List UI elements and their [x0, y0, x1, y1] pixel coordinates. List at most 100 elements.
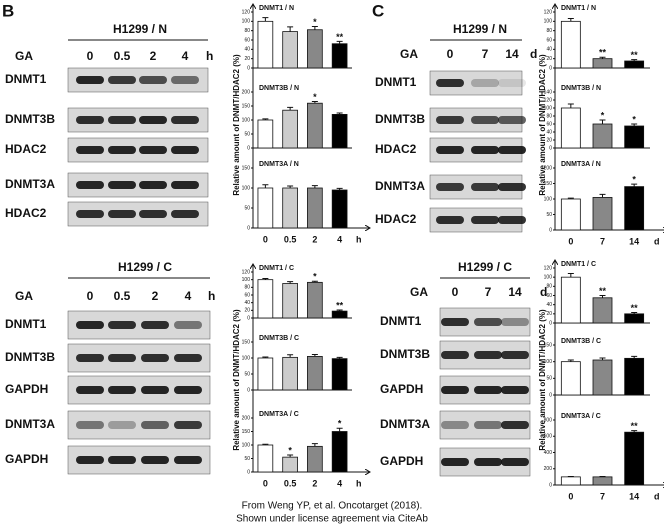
- error-bar: [311, 25, 318, 30]
- error-bar: [567, 359, 574, 362]
- y-tick-label: 100: [242, 117, 251, 123]
- chart-title: DNMT3A / N: [259, 161, 299, 168]
- bar: [257, 444, 274, 473]
- y-tick-label: 20: [546, 311, 552, 317]
- band: [76, 210, 104, 218]
- bar: [592, 359, 613, 396]
- band: [108, 116, 136, 124]
- error-bar: [311, 185, 318, 188]
- band: [76, 181, 104, 189]
- significance: **: [631, 303, 639, 313]
- panel-label: C: [372, 1, 384, 20]
- band: [139, 146, 167, 154]
- bar: [257, 357, 274, 391]
- condition-label: 0.5: [114, 289, 131, 303]
- bar: [592, 197, 613, 231]
- error-bar: [599, 295, 606, 298]
- error-bar: [311, 280, 318, 283]
- y-tick-label: 100: [242, 19, 251, 25]
- bar: [624, 125, 645, 149]
- footer-line: From Weng YP, et al. Oncotarget (2018).: [242, 501, 423, 512]
- error-bar: [287, 185, 294, 188]
- band: [498, 146, 526, 154]
- band: [471, 79, 499, 87]
- band: [436, 216, 464, 224]
- y-tick-label: 60: [546, 293, 552, 299]
- protein-label: HDAC2: [5, 142, 47, 156]
- chart-title: DNMT3A / C: [561, 413, 601, 420]
- condition-label: 7: [485, 285, 492, 299]
- y-axis-label: Relative amount of DNMT/HDAC2 (%): [232, 54, 241, 196]
- y-tick-label: 60: [546, 121, 552, 127]
- band: [498, 116, 526, 124]
- y-tick-label: 40: [546, 302, 552, 308]
- significance: **: [631, 421, 639, 431]
- band: [498, 79, 526, 87]
- protein-label: GAPDH: [380, 382, 423, 396]
- bar: [560, 107, 581, 149]
- band: [471, 116, 499, 124]
- y-tick-label: 100: [544, 19, 553, 25]
- band: [441, 351, 469, 359]
- error-bar: [262, 443, 269, 445]
- significance: *: [632, 114, 636, 124]
- error-bar: [567, 197, 574, 199]
- bar: [282, 31, 298, 69]
- y-tick-label: 80: [546, 28, 552, 34]
- band: [441, 318, 469, 326]
- error-bar: [262, 118, 269, 120]
- y-tick-label: 50: [244, 131, 250, 137]
- band: [474, 351, 502, 359]
- time-unit: h: [208, 289, 215, 303]
- y-tick-label: 150: [242, 165, 251, 171]
- x-tick-label: 0: [568, 236, 573, 246]
- x-unit: d: [654, 491, 660, 501]
- bar: [592, 476, 613, 486]
- footer-line: Shown under license agreement via CiteAb: [236, 514, 428, 525]
- y-tick-label: 140: [544, 89, 553, 95]
- protein-label: HDAC2: [375, 212, 417, 226]
- y-tick-label: 0: [549, 145, 552, 151]
- bar: [257, 20, 274, 69]
- band: [108, 321, 136, 329]
- band: [108, 146, 136, 154]
- chart-title: DNMT1 / C: [561, 261, 596, 268]
- condition-label: 0: [447, 47, 454, 61]
- band: [498, 216, 526, 224]
- y-tick-label: 80: [546, 113, 552, 119]
- chart-title: DNMT3B / C: [561, 338, 601, 345]
- y-tick-label: 0: [247, 387, 250, 393]
- bar: [560, 198, 581, 231]
- y-tick-label: 100: [242, 355, 251, 361]
- bar: [307, 355, 323, 391]
- significance: **: [599, 48, 607, 58]
- y-tick-label: 0: [549, 227, 552, 233]
- band: [501, 386, 529, 394]
- protein-label: DNMT1: [5, 317, 47, 331]
- y-tick-label: 80: [546, 284, 552, 290]
- error-bar: [287, 281, 294, 284]
- y-tick-label: 50: [546, 376, 552, 382]
- y-tick-label: 50: [546, 212, 552, 218]
- bar: [560, 476, 581, 486]
- y-tick-label: 0: [549, 482, 552, 488]
- band: [108, 421, 136, 429]
- time-unit: d: [530, 47, 537, 61]
- bar: [282, 187, 298, 229]
- chart-title: DNMT1 / N: [561, 5, 596, 12]
- condition-label: 14: [505, 47, 519, 61]
- band: [141, 321, 169, 329]
- bar: [592, 58, 613, 69]
- x-tick-label: 2: [312, 478, 317, 488]
- y-tick-label: 120: [544, 9, 553, 15]
- condition-label: 4: [185, 289, 192, 303]
- y-tick-label: 400: [544, 450, 553, 456]
- panel-label: B: [2, 1, 14, 20]
- protein-label: DNMT3B: [380, 347, 430, 361]
- y-tick-label: 800: [544, 417, 553, 423]
- band: [76, 321, 104, 329]
- treatment-label: GA: [15, 49, 33, 63]
- error-bar: [631, 59, 638, 61]
- error-bar: [287, 454, 294, 458]
